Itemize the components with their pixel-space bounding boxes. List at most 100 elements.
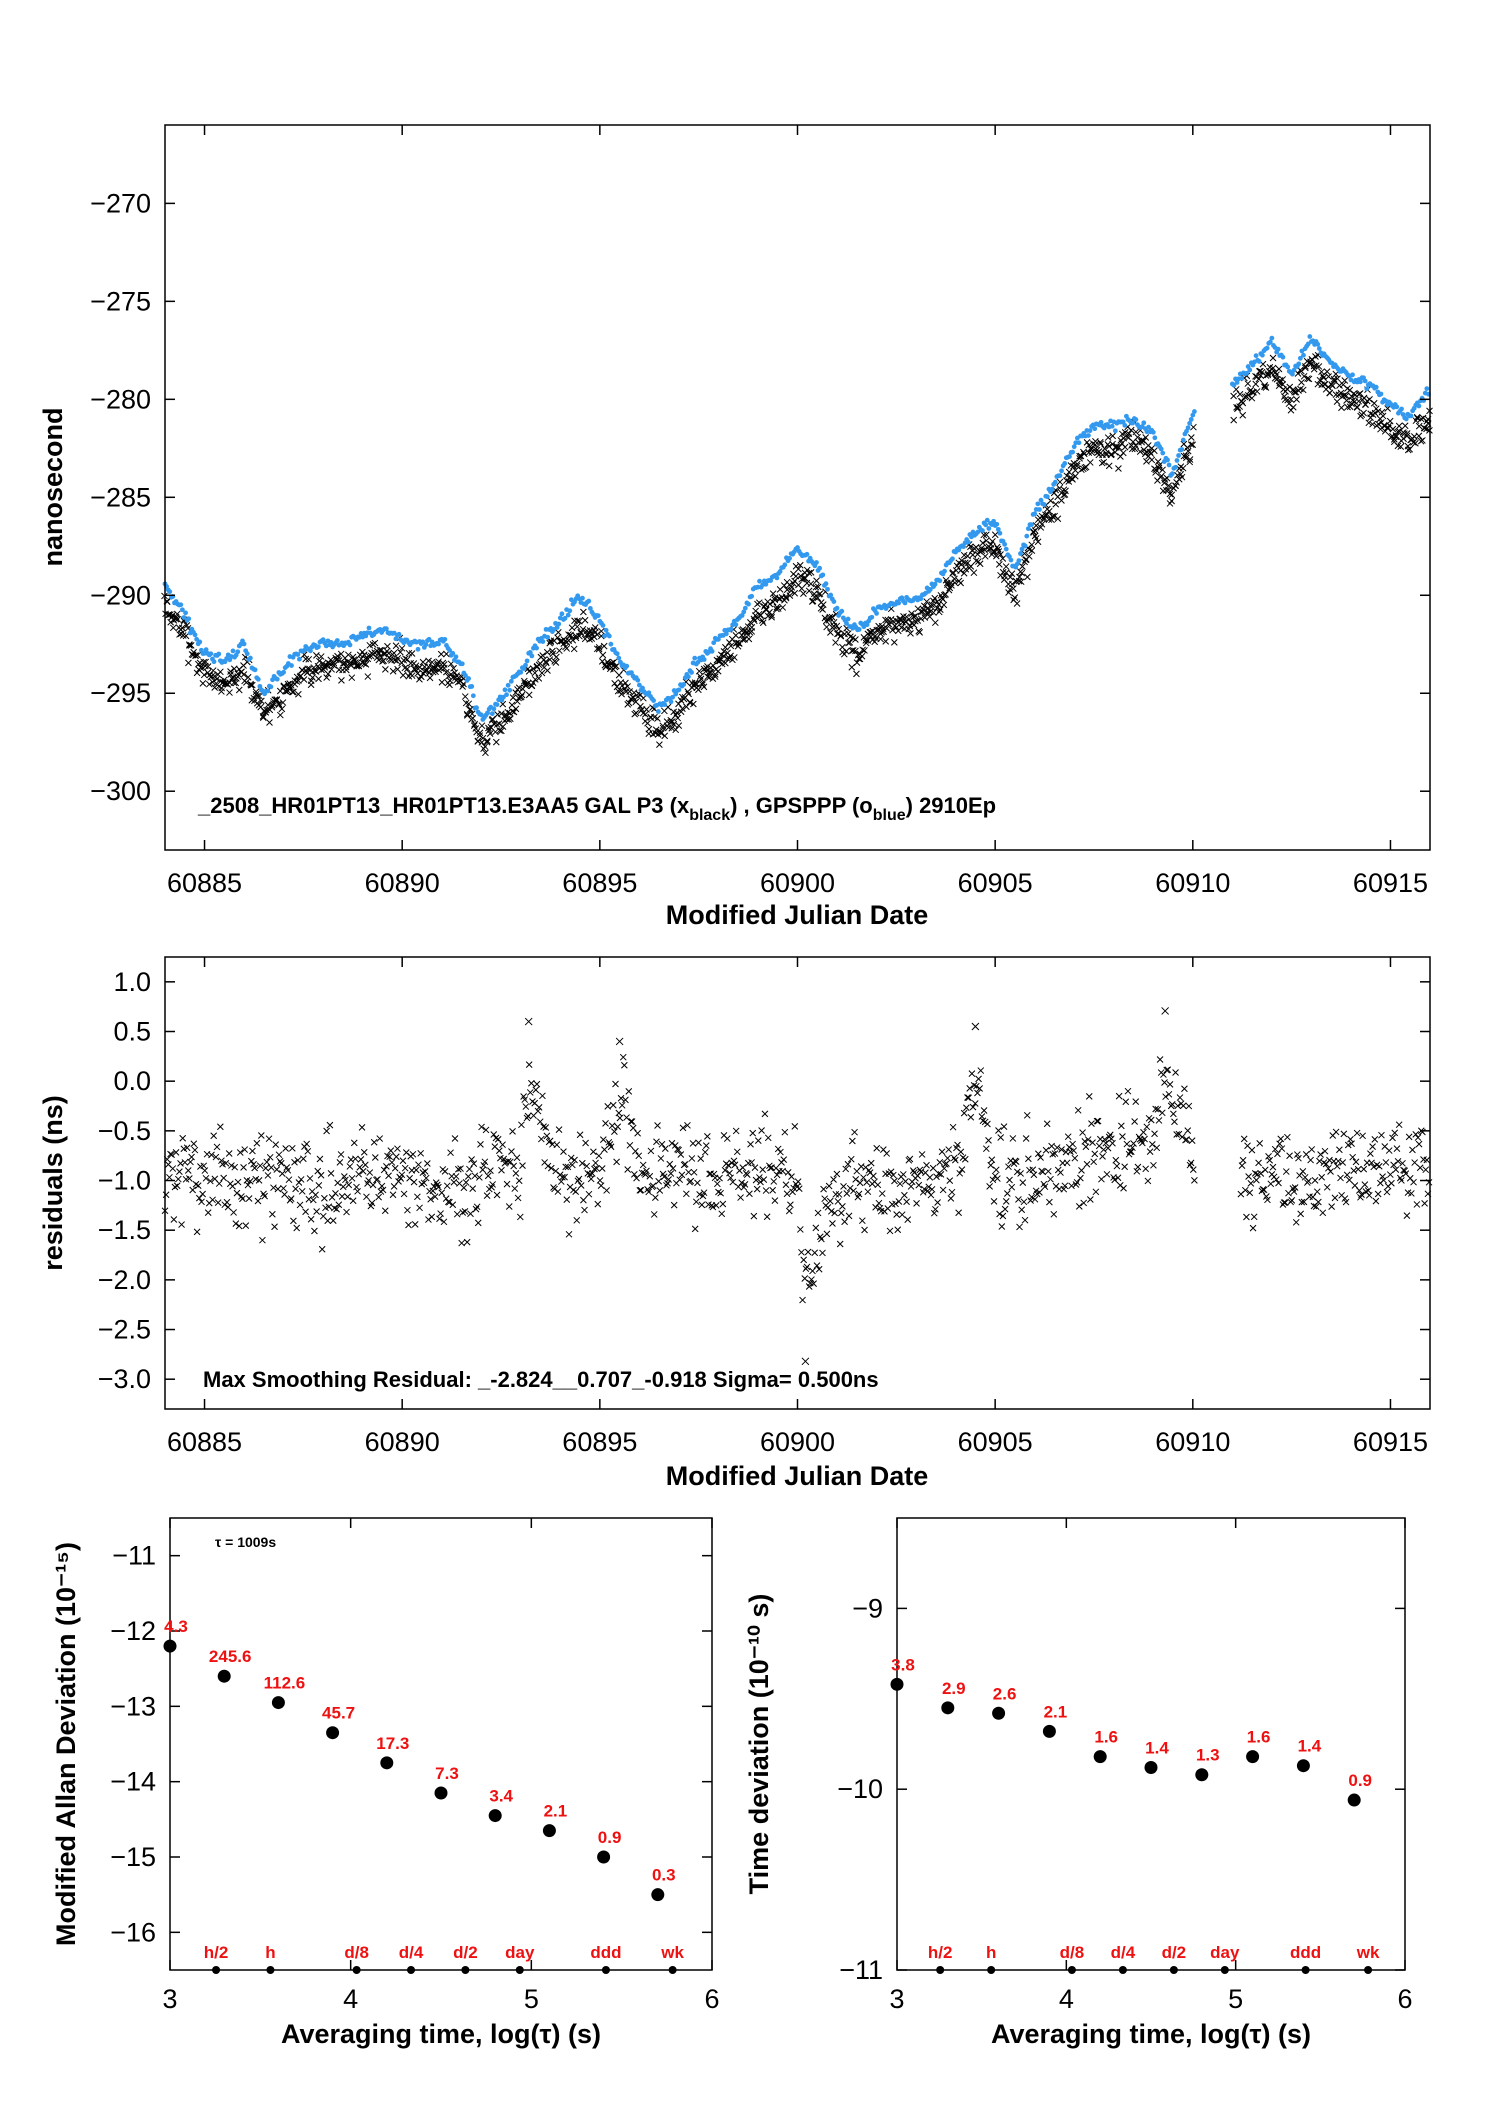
gal-p3-point — [266, 719, 273, 726]
gpsppp-point — [1188, 417, 1194, 422]
tau-marker — [352, 1966, 361, 1974]
residual-point — [269, 1210, 276, 1218]
gal-p3-point — [1371, 409, 1379, 417]
gpsppp-point — [470, 693, 476, 699]
y-tick-label: −0.5 — [98, 1116, 151, 1146]
gal-p3-point — [699, 679, 707, 687]
residual-point — [463, 1238, 471, 1246]
gal-p3-point — [280, 682, 288, 690]
residual-point — [224, 1203, 232, 1211]
deviation-point — [1195, 1768, 1209, 1782]
gal-p3-point — [1009, 585, 1017, 592]
residual-point — [754, 1137, 762, 1144]
residual-point — [1150, 1161, 1157, 1169]
gal-p3-point — [345, 651, 352, 659]
gpsppp-point — [268, 684, 274, 690]
gpsppp-point — [823, 581, 829, 587]
residual-point — [803, 1263, 811, 1271]
residual-point — [878, 1190, 886, 1197]
residual-point — [168, 1151, 175, 1159]
gal-p3-point — [1045, 507, 1053, 515]
tau-marker-label: d/4 — [399, 1943, 424, 1962]
residual-point — [615, 1109, 623, 1117]
gal-p3-point — [573, 623, 581, 631]
residual-point — [190, 1140, 198, 1148]
gal-p3-point — [1179, 464, 1187, 472]
residual-point — [260, 1190, 267, 1198]
gpsppp-point — [1244, 370, 1249, 376]
residual-point — [489, 1181, 496, 1188]
residual-point — [1422, 1166, 1430, 1174]
gal-p3-point — [914, 617, 922, 624]
residual-point — [938, 1148, 946, 1156]
deviation-point — [163, 1639, 177, 1653]
residual-point — [992, 1166, 1000, 1174]
residual-point — [375, 1193, 382, 1201]
residual-point — [635, 1152, 643, 1160]
residual-point — [685, 1168, 692, 1176]
residual-point — [613, 1158, 620, 1166]
gpsppp-point — [545, 634, 551, 640]
residual-point — [1399, 1159, 1406, 1167]
gal-p3-point — [447, 671, 455, 678]
residual-point — [750, 1212, 758, 1220]
residual-point — [572, 1188, 580, 1195]
gal-p3-point — [695, 686, 702, 694]
y-tick-label: −16 — [110, 1917, 156, 1947]
gal-p3-point — [407, 659, 415, 667]
residual-point — [560, 1148, 567, 1155]
residual-point — [232, 1220, 240, 1227]
gal-p3-point — [1105, 462, 1113, 470]
gal-p3-point — [1287, 396, 1295, 403]
tau-marker — [515, 1966, 524, 1974]
residual-point — [970, 1082, 978, 1089]
gpsppp-point — [1062, 461, 1068, 466]
gal-p3-point — [478, 722, 486, 730]
gal-p3-point — [276, 687, 284, 695]
gpsppp-point — [1022, 543, 1028, 549]
residual-point — [956, 1169, 964, 1177]
residual-point — [429, 1187, 437, 1195]
residual-point — [460, 1184, 468, 1192]
gpsppp-point — [1086, 433, 1091, 438]
residual-point — [1286, 1152, 1293, 1160]
residual-point — [487, 1167, 494, 1174]
gpsppp-point — [478, 712, 484, 718]
gal-p3-point — [1015, 577, 1023, 585]
residual-point — [799, 1296, 806, 1304]
residual-point — [1074, 1106, 1082, 1114]
residual-point — [484, 1172, 492, 1180]
gpsppp-point — [831, 599, 837, 605]
residual-point — [607, 1143, 615, 1151]
residual-point — [841, 1218, 848, 1226]
residual-point — [1343, 1171, 1351, 1179]
gal-p3-point — [768, 611, 776, 619]
residual-point — [999, 1212, 1007, 1220]
gal-p3-point — [243, 679, 250, 686]
residual-point — [1299, 1168, 1307, 1175]
residual-point — [658, 1140, 666, 1148]
gal-p3-point — [187, 642, 195, 649]
gal-p3-point — [252, 688, 260, 696]
residual-point — [466, 1165, 473, 1173]
residual-point — [1008, 1183, 1016, 1191]
residual-point — [1333, 1162, 1341, 1170]
residual-point — [602, 1120, 609, 1127]
gal-p3-point — [405, 649, 413, 657]
residual-point — [819, 1249, 826, 1257]
gpsppp-point — [1403, 416, 1409, 422]
gal-p3-point — [826, 613, 834, 621]
residual-point — [1332, 1128, 1340, 1136]
residual-point — [1380, 1176, 1388, 1184]
gpsppp-point — [1424, 386, 1430, 392]
gal-p3-point — [554, 634, 561, 642]
residual-point — [337, 1151, 345, 1158]
gpsppp-point — [1003, 546, 1009, 552]
x-tick-label: 60885 — [167, 1427, 242, 1457]
gpsppp-point — [662, 702, 668, 707]
x-tick-label: 6 — [704, 1984, 719, 2014]
gpsppp-point — [241, 641, 247, 647]
residual-point — [450, 1178, 458, 1186]
gal-p3-point — [768, 613, 775, 621]
residual-point — [1046, 1198, 1053, 1206]
